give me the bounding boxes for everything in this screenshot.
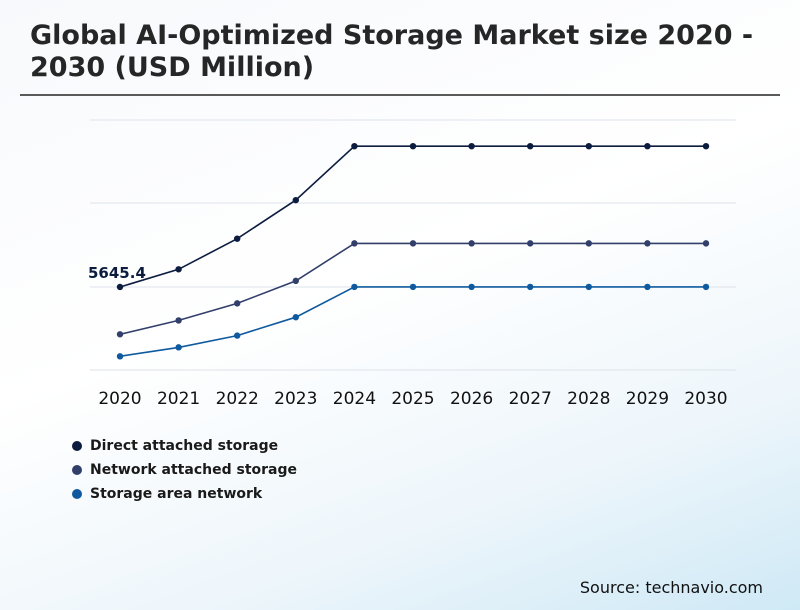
data-point — [644, 283, 651, 291]
data-point — [527, 283, 534, 291]
data-point — [234, 332, 241, 339]
data-point — [527, 142, 534, 150]
title-divider — [20, 94, 780, 96]
legend-label: Direct attached storage — [90, 438, 279, 454]
x-tick-label: 2028 — [567, 389, 610, 409]
data-point — [527, 240, 534, 247]
data-point — [234, 300, 241, 307]
data-point — [175, 317, 182, 324]
data-point — [116, 331, 124, 338]
data-point — [351, 240, 358, 247]
legend-label: Storage area network — [90, 486, 263, 502]
data-point — [234, 235, 241, 242]
x-tick-label: 2027 — [509, 389, 552, 409]
data-point — [116, 283, 124, 291]
data-point — [175, 266, 182, 273]
x-tick-label: 2022 — [216, 389, 259, 409]
x-tick-label: 2024 — [333, 389, 376, 409]
legend-label: Network attached storage — [90, 462, 297, 478]
x-tick-label: 2025 — [391, 389, 434, 409]
x-tick-label: 2021 — [157, 389, 200, 409]
x-tick-label: 2023 — [274, 389, 317, 409]
data-label: 5645.4 — [88, 264, 146, 282]
data-point — [409, 142, 417, 150]
data-point — [292, 314, 299, 321]
legend-item-storage-area-network: Storage area network — [72, 482, 297, 506]
legend-marker — [72, 465, 82, 475]
data-point — [702, 283, 710, 291]
data-point — [409, 283, 417, 291]
series-lines — [119, 145, 706, 358]
x-tick-label: 2030 — [684, 389, 727, 409]
data-points — [116, 142, 710, 360]
data-point — [292, 277, 299, 285]
x-tick-label: 2020 — [98, 389, 141, 409]
data-point — [468, 283, 475, 291]
x-tick-label: 2026 — [450, 389, 493, 409]
legend-item-direct-attached-storage: Direct attached storage — [72, 434, 297, 458]
data-point — [175, 344, 182, 351]
legend: Direct attached storage Network attached… — [72, 434, 297, 506]
series-line-2 — [119, 286, 706, 358]
x-tick-label: 2029 — [626, 389, 669, 409]
series-line-0 — [119, 145, 706, 288]
legend-item-network-attached-storage: Network attached storage — [72, 458, 297, 482]
data-point — [292, 196, 299, 204]
data-point — [644, 142, 651, 150]
data-point — [351, 142, 358, 150]
data-point — [585, 240, 592, 247]
chart-title: Global AI-Optimized Storage Market size … — [30, 20, 754, 83]
data-point — [585, 142, 592, 150]
data-point — [409, 240, 417, 247]
source-credit: Source: technavio.com — [579, 578, 763, 597]
legend-marker — [72, 489, 82, 499]
data-point — [116, 353, 124, 360]
data-point — [644, 240, 651, 247]
data-point — [585, 283, 592, 291]
legend-marker — [72, 441, 82, 451]
axis-labels: 2020 2021 2022 2023 2024 2025 2026 2027 2028 2029… — [88, 264, 728, 409]
data-point — [351, 283, 358, 291]
data-point — [468, 240, 475, 247]
data-point — [702, 240, 710, 247]
data-point — [468, 142, 475, 150]
data-point — [702, 142, 710, 150]
